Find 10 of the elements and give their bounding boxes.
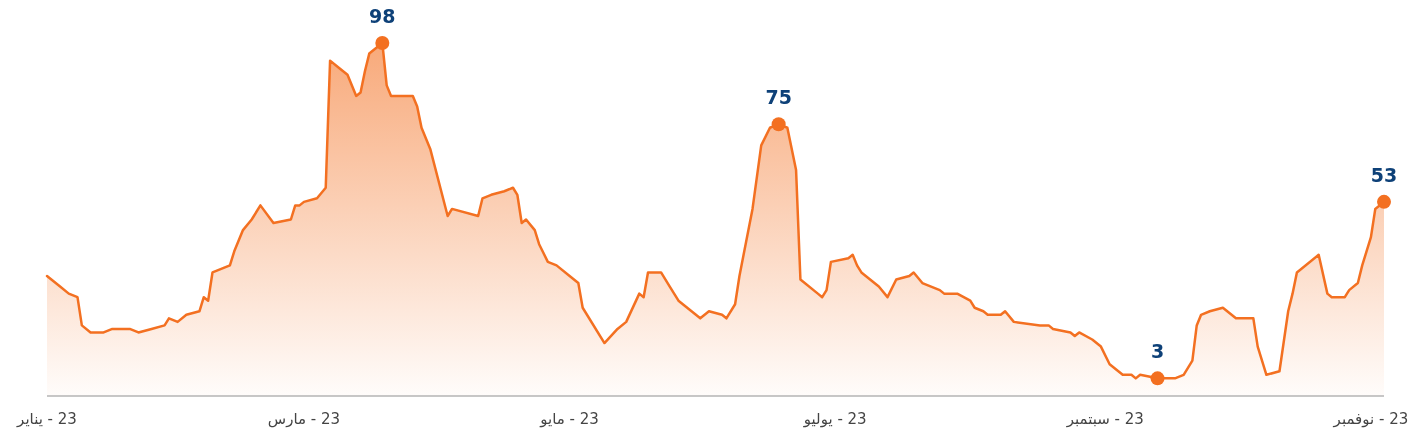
x-tick-label: 23 - مايو bbox=[539, 410, 599, 428]
x-tick-label: 23 - يناير bbox=[16, 410, 77, 428]
annotation: 75 bbox=[765, 86, 792, 109]
x-tick-label: 23 - يوليو bbox=[802, 410, 867, 428]
annotation: 53 bbox=[1370, 163, 1398, 186]
annotation: 98 bbox=[369, 5, 396, 27]
x-tick-label: 23 - سبتمبر bbox=[1065, 410, 1144, 428]
x-tick-label: 23 - مارس bbox=[267, 410, 341, 428]
x-tick-label: 23 - نوفمبر bbox=[1332, 410, 1409, 428]
annotation: 3 bbox=[1150, 340, 1165, 363]
